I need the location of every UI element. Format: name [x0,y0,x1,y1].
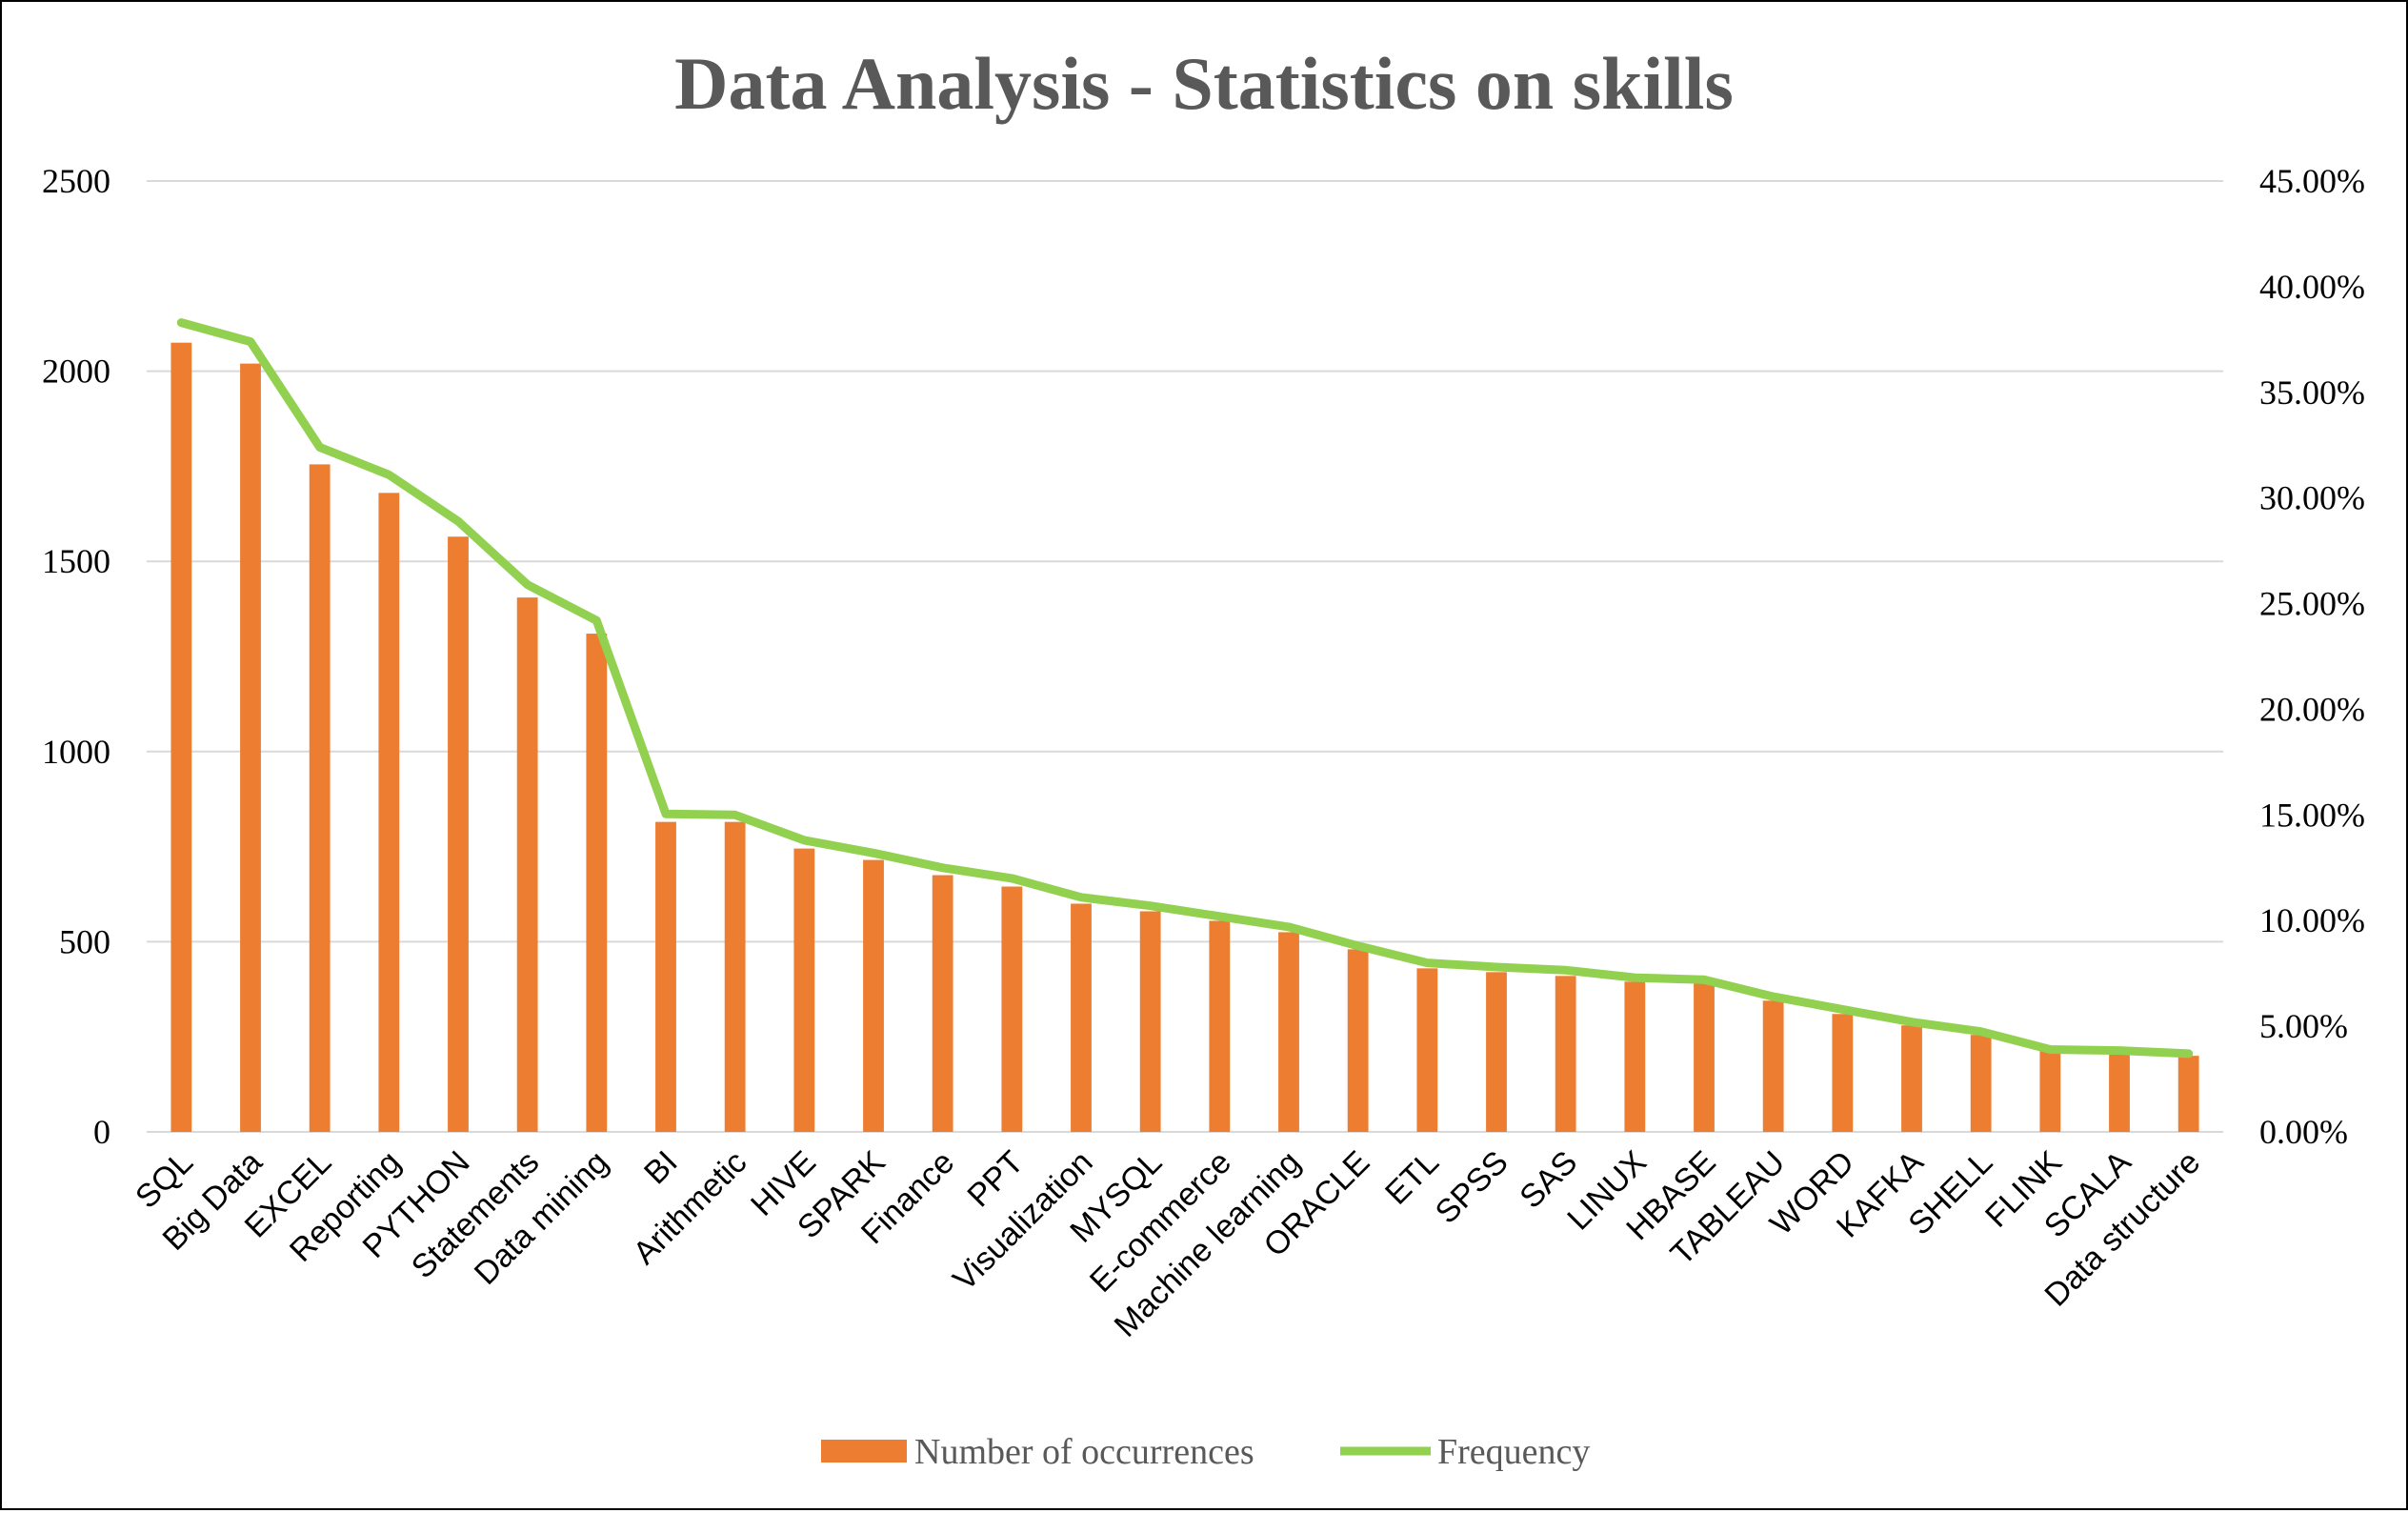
bar [1694,983,1715,1132]
line-point [595,619,597,621]
line-point [527,584,529,586]
line-point [1357,945,1359,947]
line-point [180,322,182,324]
legend-label-occurrences: Number of occurrences [914,1432,1254,1472]
bar [1209,920,1231,1132]
line-point [1703,978,1705,980]
bar [2109,1052,2130,1132]
left-tick-label: 1500 [42,542,110,580]
left-tick-label: 2000 [42,353,110,391]
line-point [1288,926,1290,928]
bar [2039,1050,2061,1132]
frequency-line [176,318,2194,1059]
bar [1486,972,1507,1132]
left-axis: 0 500 1000 1500 2000 2500 [42,162,110,1151]
right-tick-label: 15.00% [2259,796,2365,834]
line-point [803,839,805,841]
line-point [1495,966,1497,968]
bar [516,597,538,1132]
line-point [1980,1031,1982,1033]
right-tick-label: 45.00% [2259,162,2365,200]
bar [1001,886,1023,1132]
line-point [1150,905,1152,907]
line-point [1080,897,1082,898]
bar [448,536,469,1132]
legend-swatch-occurrences [821,1440,907,1463]
category-label: SPSS [1429,1144,1515,1231]
right-tick-label: 40.00% [2259,268,2365,306]
right-tick-label: 25.00% [2259,585,2365,623]
bar [1416,968,1438,1132]
bar [378,493,400,1132]
bar [2177,1056,2199,1132]
bar [1347,949,1369,1132]
right-tick-label: 5.00% [2259,1007,2348,1045]
bar [1139,911,1161,1132]
line-point [665,813,667,815]
bar [932,875,953,1132]
line-point [319,446,321,448]
right-axis: 0.00% 5.00% 10.00% 15.00% 20.00% 25.00% 30.00%… [2259,162,2365,1151]
bar [1624,981,1646,1132]
bar [1555,976,1576,1132]
bar-series-occurrences [171,342,2199,1133]
bar [793,848,815,1132]
chart-title: Data Analysis - Statistics on skills [674,42,1734,125]
right-tick-label: 0.00% [2259,1113,2348,1151]
bar [586,634,608,1132]
line-point [1218,916,1220,918]
line-point [1841,1008,1843,1010]
line-point [2118,1050,2120,1052]
line-point [2188,1053,2190,1055]
line-point [942,867,944,869]
gridlines [147,180,2223,1133]
bar [240,363,261,1133]
line-point [457,520,459,522]
bar [171,342,192,1132]
legend: Number of occurrences Frequency [821,1432,1590,1472]
bar [1071,903,1092,1132]
line-point [873,852,874,854]
line-point [388,474,390,475]
line-series-frequency [176,318,2194,1059]
right-tick-label: 10.00% [2259,901,2365,939]
left-tick-label: 500 [59,922,110,960]
left-tick-label: 1000 [42,733,110,771]
right-tick-label: 30.00% [2259,479,2365,517]
line-point [734,814,736,816]
bar [655,821,676,1132]
bar [724,821,746,1132]
bar [863,859,884,1132]
line-point [1773,996,1775,998]
right-tick-label: 35.00% [2259,373,2365,412]
left-tick-label: 2500 [42,162,110,200]
category-label: BI [637,1144,685,1192]
bar [1832,1014,1854,1132]
line-point [1565,969,1567,971]
line-point [1426,962,1428,964]
bar [309,464,331,1132]
line-point [2049,1049,2051,1051]
left-tick-label: 0 [93,1113,110,1151]
bar [1901,1025,1922,1132]
bar [1762,1000,1784,1132]
right-tick-label: 20.00% [2259,690,2365,728]
bar [1278,932,1299,1132]
legend-label-frequency: Frequency [1437,1432,1590,1472]
line-point [1911,1021,1913,1023]
bar [1970,1035,1992,1132]
